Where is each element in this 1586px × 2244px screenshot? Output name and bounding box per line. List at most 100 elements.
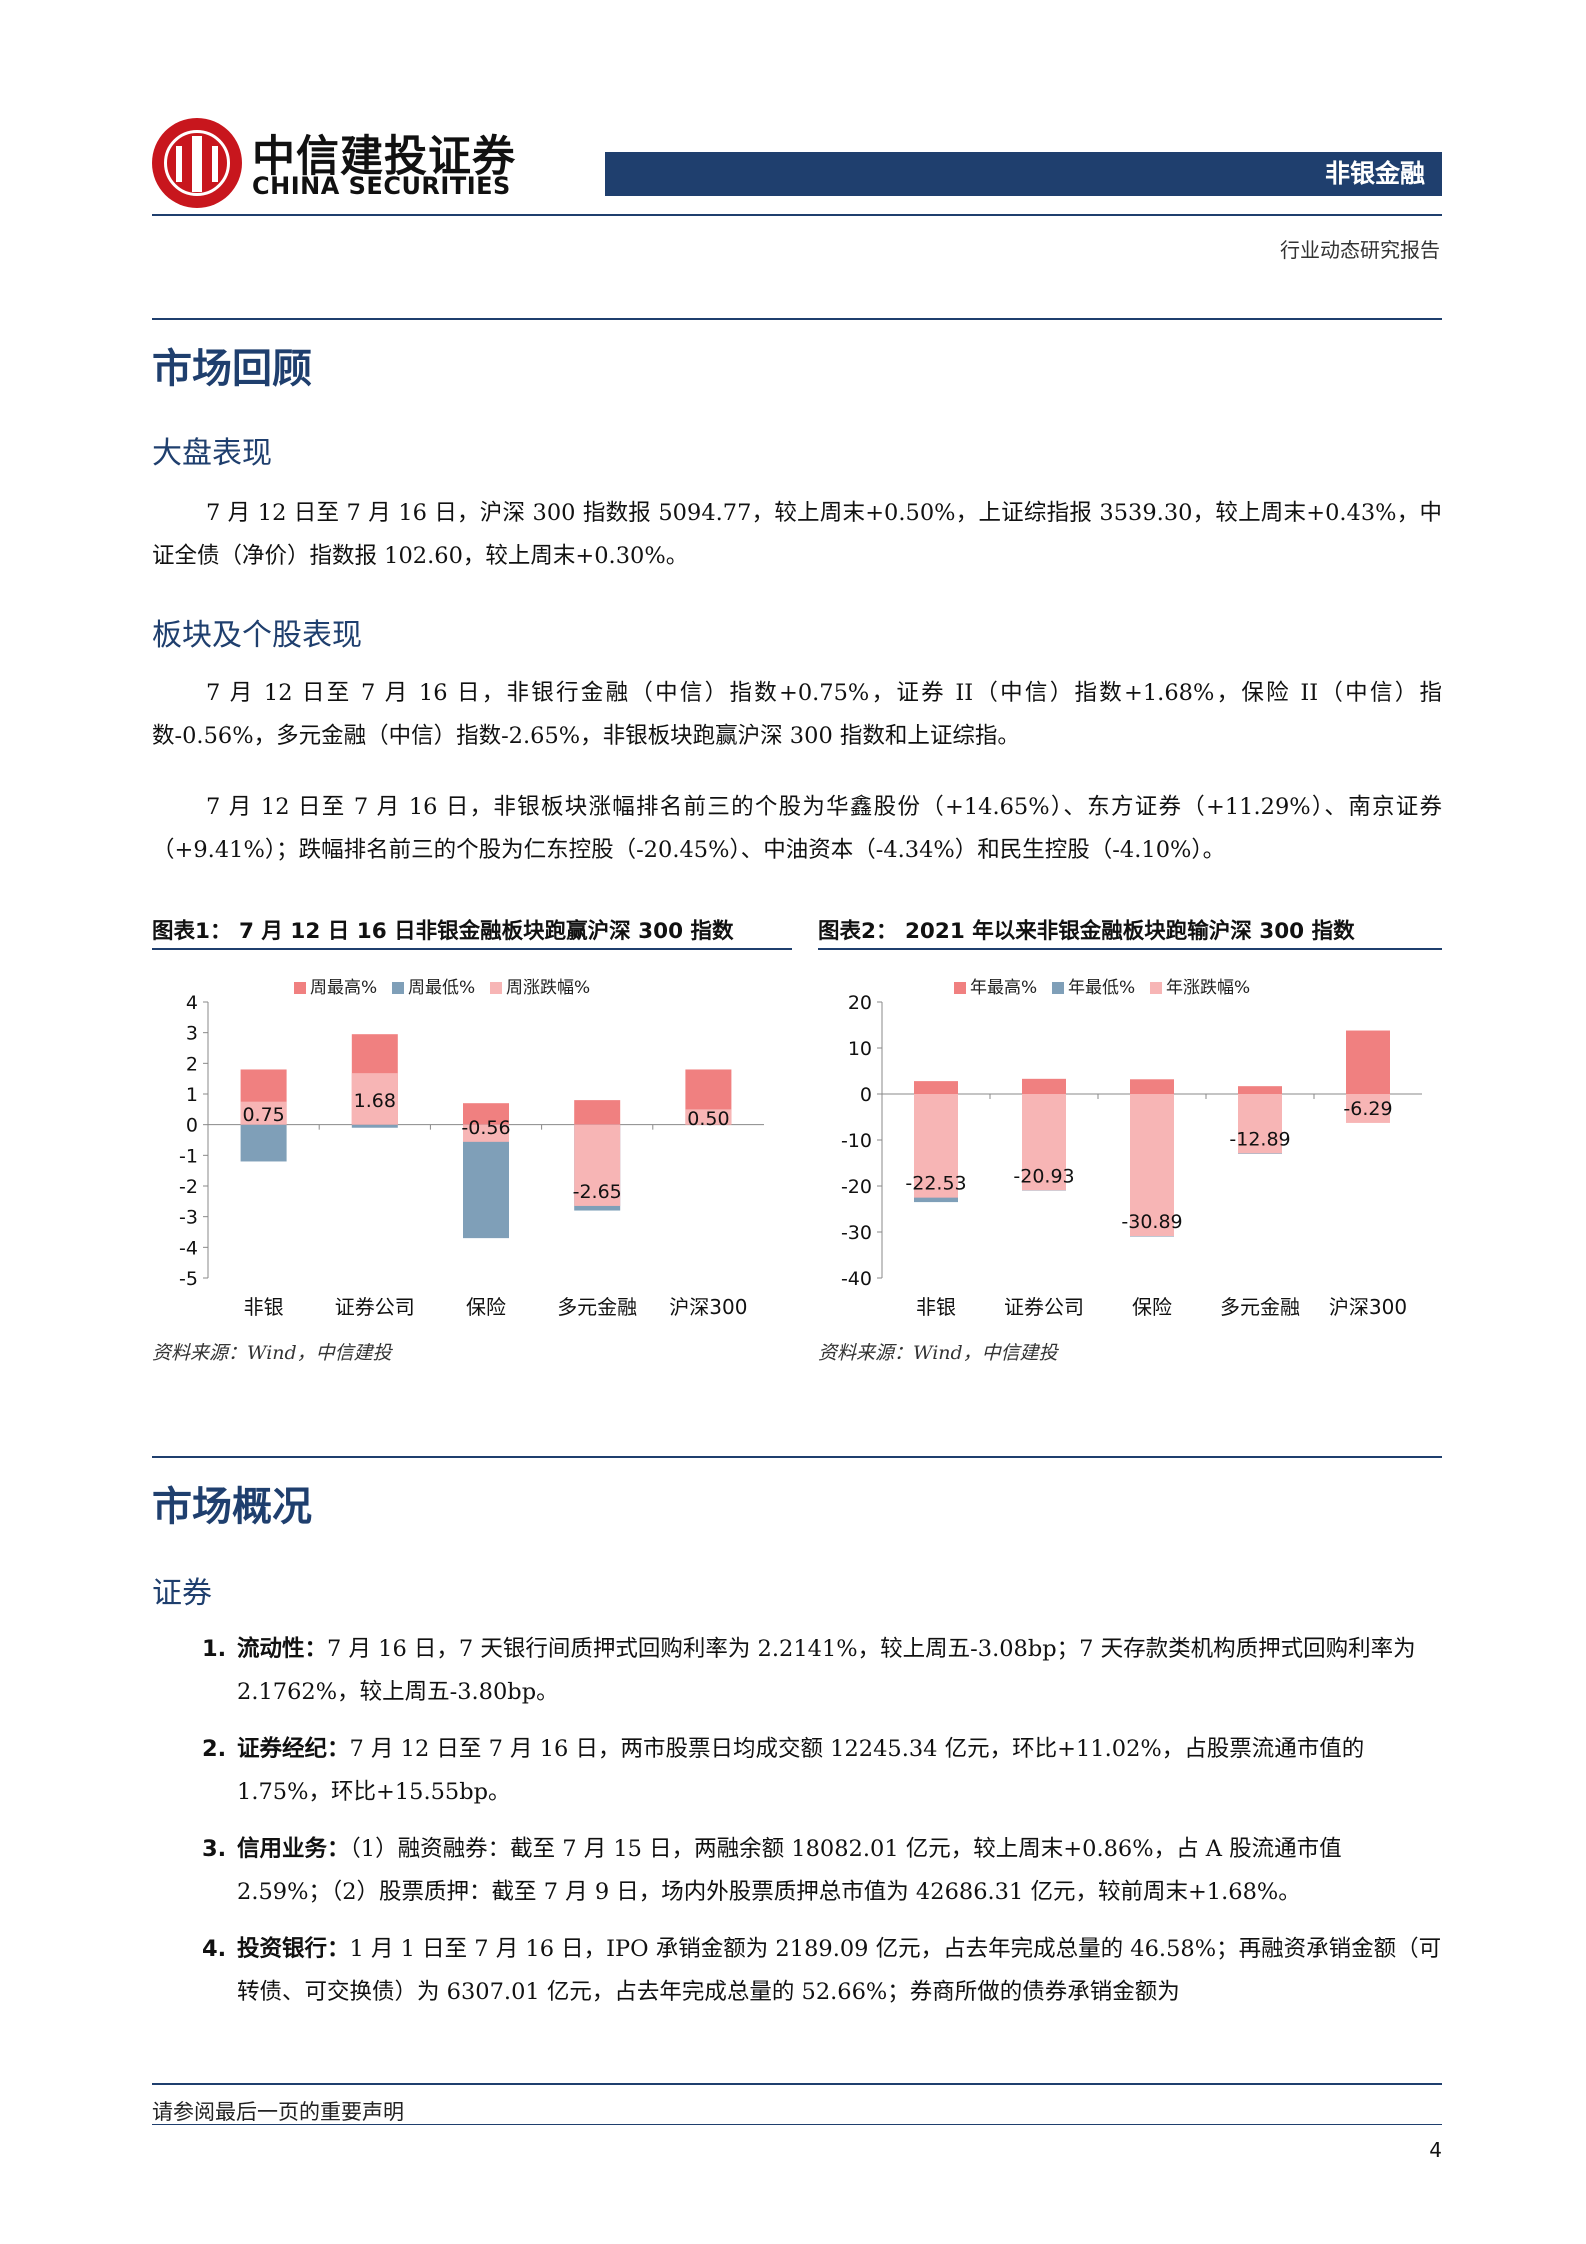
bar: [1022, 1094, 1066, 1191]
list-number: 2.: [202, 1736, 227, 1762]
legend-label: 周最低%: [408, 978, 475, 998]
bar: [1238, 1094, 1282, 1154]
figure-1-source: 资料来源：Wind，中信建投: [152, 1342, 392, 1364]
bar: [574, 1100, 621, 1125]
list-text: （1）融资融券：截至 7 月 15 日，两融余额 18082.01 亿元，较上周…: [237, 1836, 1342, 1905]
page-number: 4: [1429, 2138, 1442, 2162]
bar: [574, 1124, 621, 1206]
data-label: -20.93: [1013, 1165, 1074, 1187]
y-tick-label: 2: [186, 1053, 198, 1075]
legend-label: 周最高%: [310, 978, 377, 998]
x-tick-label: 非银: [916, 1295, 956, 1319]
legend-label: 年涨跌幅%: [1166, 978, 1250, 998]
data-label: -6.29: [1343, 1098, 1392, 1120]
footer-rule: [152, 2083, 1442, 2085]
legend-swatch: [1150, 982, 1162, 994]
chart-2: 年最高% 年最低% 年涨跌幅% 20 10 0 -10 -20 -30 -40 非银 -22.53 证券…: [841, 978, 1422, 1319]
y-tick-label: -20: [841, 1176, 872, 1198]
x-tick-label: 证券公司: [1004, 1295, 1084, 1319]
figure-2-source: 资料来源：Wind，中信建投: [818, 1342, 1058, 1364]
y-tick-label: 3: [186, 1023, 198, 1045]
data-label: 0.50: [687, 1108, 729, 1130]
list-item: 1. 流动性：7 月 16 日，7 天银行间质押式回购利率为 2.2141%，较…: [202, 1628, 1442, 1714]
x-tick-label: 保险: [1132, 1295, 1172, 1319]
legend-label: 周涨跌幅%: [506, 978, 590, 998]
sector-perf-paragraph-2: 7 月 12 日至 7 月 16 日，非银板块涨幅排名前三的个股为华鑫股份（+1…: [152, 794, 1442, 863]
bar: [1346, 1030, 1390, 1094]
y-tick-label: -30: [841, 1222, 872, 1244]
bar: [1130, 1079, 1174, 1094]
x-tick-label: 多元金融: [557, 1295, 637, 1319]
list-number: 3.: [202, 1836, 227, 1862]
x-tick-label: 多元金融: [1220, 1295, 1300, 1319]
x-tick-label: 非银: [244, 1295, 284, 1319]
logo-ring: [164, 130, 230, 196]
bar: [463, 1103, 509, 1125]
y-tick-label: -1: [179, 1145, 198, 1167]
list-number: 4.: [202, 1936, 227, 1962]
y-tick-label: 0: [186, 1115, 198, 1137]
data-label: -22.53: [905, 1173, 966, 1195]
bar: [351, 1073, 398, 1125]
data-label: 0.75: [242, 1104, 284, 1126]
data-label: -12.89: [1229, 1128, 1290, 1150]
y-tick-label: 20: [848, 992, 872, 1014]
sector-perf-paragraph-1: 7 月 12 日至 7 月 16 日，非银行金融（中信）指数+0.75%，证券 …: [152, 680, 1442, 749]
legend-label: 年最高%: [970, 978, 1037, 998]
logo-mark-icon: [176, 136, 218, 192]
legend-swatch: [392, 982, 404, 994]
bar: [685, 1109, 732, 1125]
subsection-title-sector: 板块及个股表现: [152, 618, 362, 653]
list-item: 3. 信用业务：（1）融资融券：截至 7 月 15 日，两融余额 18082.0…: [202, 1828, 1442, 1914]
y-tick-label: 4: [186, 992, 198, 1014]
list-lead: 投资银行：: [237, 1936, 350, 1962]
header-rule: [152, 214, 1442, 216]
figure-1-title: 图表1： 7 月 12 日 16 日非银金融板块跑赢沪深 300 指数: [152, 919, 734, 944]
bar: [1346, 1094, 1390, 1123]
y-tick-label: -40: [841, 1268, 872, 1290]
y-tick-label: -10: [841, 1130, 872, 1152]
market-perf-paragraph: 7 月 12 日至 7 月 16 日，沪深 300 指数报 5094.77，较上…: [152, 500, 1442, 569]
x-tick-label: 沪深300: [1329, 1295, 1407, 1319]
y-tick-label: -3: [179, 1207, 198, 1229]
x-tick-label: 保险: [466, 1295, 506, 1319]
legend-swatch: [1052, 982, 1064, 994]
y-tick-label: 10: [848, 1038, 872, 1060]
bar: [240, 1101, 287, 1125]
list-number: 1.: [202, 1636, 227, 1662]
figure-2-rule: [818, 948, 1442, 950]
sector-label: 非银金融: [1324, 159, 1425, 188]
y-tick-label: 1: [186, 1084, 198, 1106]
legend-swatch: [954, 982, 966, 994]
legend-swatch: [294, 982, 306, 994]
subsection-title-market: 大盘表现: [152, 436, 272, 471]
list-item: 4. 投资银行：1 月 1 日至 7 月 16 日，IPO 承销金额为 2189…: [202, 1928, 1442, 2014]
chart-1: 周最高% 周最低% 周涨跌幅% 4 3 2 1 0 -1 -2 -3 -4 -5 非银 0.75 证券公司 1.…: [179, 978, 764, 1319]
y-tick-label: -5: [179, 1268, 198, 1290]
figure-2-title: 图表2： 2021 年以来非银金融板块跑输沪深 300 指数: [818, 919, 1355, 944]
list-lead: 信用业务：: [237, 1836, 350, 1862]
list-item: 2. 证券经纪：7 月 12 日至 7 月 16 日，两市股票日均成交额 122…: [202, 1728, 1442, 1814]
subsection-title-securities: 证券: [152, 1576, 212, 1611]
x-tick-label: 证券公司: [335, 1295, 415, 1319]
data-label: -0.56: [461, 1117, 510, 1139]
bar: [914, 1081, 958, 1094]
list-text: 7 月 12 日至 7 月 16 日，两市股票日均成交额 12245.34 亿元…: [237, 1736, 1365, 1805]
logo-text-cn: 中信建投证券: [252, 132, 516, 182]
data-label: -30.89: [1121, 1211, 1182, 1233]
bar: [1130, 1094, 1174, 1237]
y-tick-label: -2: [179, 1176, 198, 1198]
data-label: 1.68: [354, 1090, 396, 1112]
list-text: 1 月 1 日至 7 月 16 日，IPO 承销金额为 2189.09 亿元，占…: [237, 1936, 1442, 2005]
section-title-overview: 市场概况: [152, 1484, 312, 1530]
list-lead: 证券经纪：: [237, 1736, 350, 1762]
bar: [240, 1124, 287, 1162]
bar: [1238, 1086, 1282, 1094]
section-rule-2: [152, 1456, 1442, 1458]
section-rule: [152, 318, 1442, 320]
bar: [463, 1124, 509, 1142]
bar: [1022, 1078, 1066, 1094]
y-tick-label: 0: [860, 1084, 872, 1106]
footer-line: [152, 2124, 1442, 2125]
legend-swatch: [490, 982, 502, 994]
